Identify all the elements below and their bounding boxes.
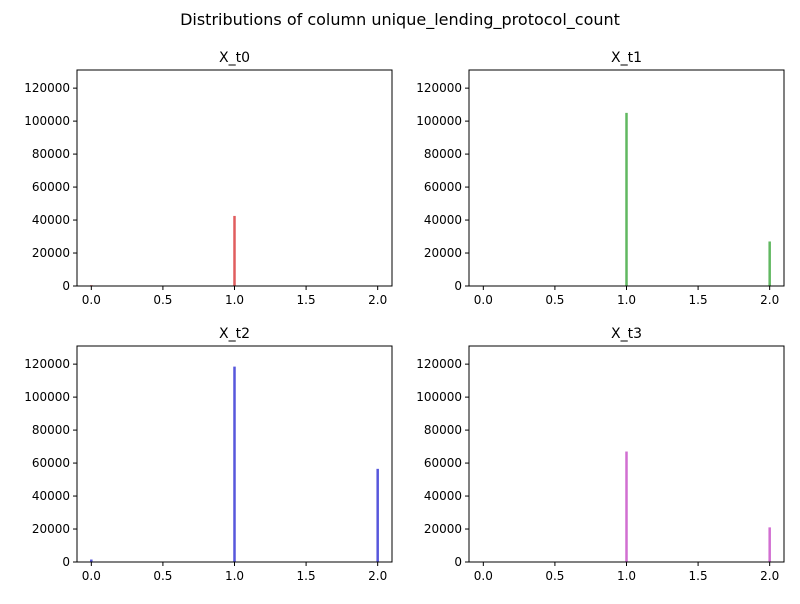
histogram-bar (625, 451, 628, 562)
x-tick-label: 1.5 (689, 293, 708, 307)
y-tick-label: 40000 (424, 489, 462, 503)
subplot-2: X_t2 0.0 0.5 1.0 1.5 2.0 0 20000 40000 60000 80000… (24, 326, 393, 583)
y-tick-label: 120000 (24, 81, 70, 95)
y-tick-label: 120000 (24, 357, 70, 371)
x-tick-label: 2.0 (368, 569, 387, 583)
subplot-1: X_t1 0.0 0.5 1.0 1.5 2.0 0 20000 40000 60000 80000… (416, 50, 785, 307)
y-tick-label: 60000 (32, 180, 70, 194)
x-tick-label: 0.0 (474, 293, 493, 307)
subplot-title: X_t2 (219, 326, 250, 342)
subplot-3: X_t3 0.0 0.5 1.0 1.5 2.0 0 20000 40000 60000 80000… (416, 326, 785, 583)
y-tick-label: 80000 (424, 147, 462, 161)
histogram-bar (233, 366, 236, 562)
x-tick-label: 1.5 (297, 569, 316, 583)
y-tick-label: 20000 (424, 246, 462, 260)
histogram-bar (768, 241, 771, 286)
y-tick-label: 20000 (32, 522, 70, 536)
y-tick-label: 80000 (424, 423, 462, 437)
y-tick-label: 100000 (24, 390, 70, 404)
x-tick-label: 0.5 (545, 293, 564, 307)
y-tick-label: 120000 (416, 81, 462, 95)
y-tick-label: 120000 (416, 357, 462, 371)
x-tick-label: 2.0 (760, 293, 779, 307)
y-tick-label: 40000 (32, 489, 70, 503)
histogram-bar (233, 215, 236, 286)
y-tick-label: 0 (62, 555, 70, 569)
subplot-title: X_t3 (611, 326, 642, 342)
y-tick-label: 40000 (424, 213, 462, 227)
x-tick-label: 1.5 (689, 569, 708, 583)
subplot-0: X_t0 0.0 0.5 1.0 1.5 2.0 0 20000 40000 60000 80000… (24, 50, 393, 307)
y-tick-label: 60000 (32, 456, 70, 470)
y-tick-label: 20000 (32, 246, 70, 260)
x-tick-label: 2.0 (760, 569, 779, 583)
x-tick-label: 1.0 (225, 569, 244, 583)
y-tick-label: 0 (454, 279, 462, 293)
x-tick-label: 1.5 (297, 293, 316, 307)
y-tick-label: 80000 (32, 147, 70, 161)
subplot-grid: X_t0 0.0 0.5 1.0 1.5 2.0 0 20000 40000 60000 80000… (24, 50, 785, 583)
x-tick-label: 0.5 (153, 569, 172, 583)
y-tick-label: 0 (454, 555, 462, 569)
histogram-bar (376, 468, 379, 562)
x-tick-label: 0.0 (82, 569, 101, 583)
figure-title: Distributions of column unique_lending_p… (180, 10, 620, 30)
x-tick-label: 0.5 (153, 293, 172, 307)
y-tick-label: 80000 (32, 423, 70, 437)
y-tick-label: 60000 (424, 456, 462, 470)
y-tick-label: 20000 (424, 522, 462, 536)
subplot-title: X_t0 (219, 50, 250, 66)
x-tick-label: 1.0 (225, 293, 244, 307)
y-tick-label: 40000 (32, 213, 70, 227)
y-tick-label: 100000 (416, 114, 462, 128)
y-tick-label: 100000 (24, 114, 70, 128)
y-tick-label: 60000 (424, 180, 462, 194)
x-tick-label: 0.5 (545, 569, 564, 583)
y-tick-label: 0 (62, 279, 70, 293)
x-tick-label: 1.0 (617, 569, 636, 583)
subplot-title: X_t1 (611, 50, 642, 66)
x-tick-label: 0.0 (474, 569, 493, 583)
x-tick-label: 2.0 (368, 293, 387, 307)
x-tick-label: 0.0 (82, 293, 101, 307)
histogram-bar (625, 112, 628, 286)
histogram-bar (90, 559, 93, 562)
histogram-bar (768, 527, 771, 562)
x-tick-label: 1.0 (617, 293, 636, 307)
y-tick-label: 100000 (416, 390, 462, 404)
